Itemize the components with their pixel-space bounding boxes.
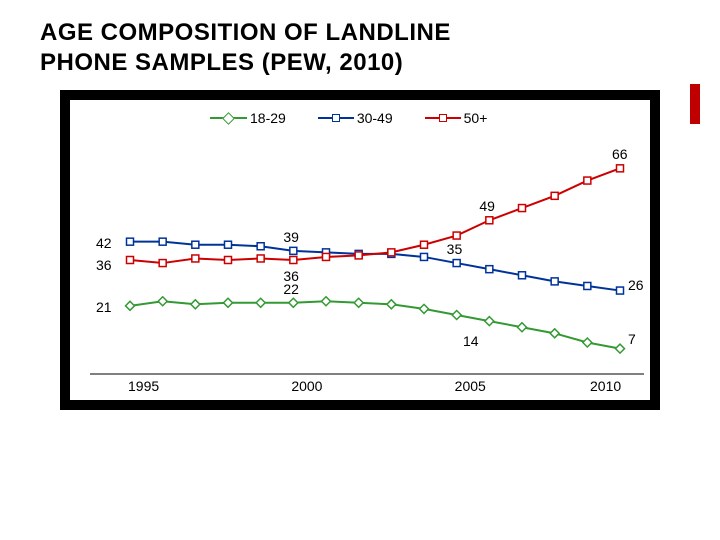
series-marker-30-49 — [584, 282, 591, 289]
legend-item: 30-49 — [318, 110, 393, 126]
data-label: 22 — [283, 281, 299, 297]
series-marker-18-29 — [322, 297, 331, 306]
legend-item: 18-29 — [210, 110, 286, 126]
series-marker-50+ — [617, 165, 624, 172]
series-marker-50+ — [225, 257, 232, 264]
slide: AGE COMPOSITION OF LANDLINE PHONE SAMPLE… — [0, 0, 720, 540]
series-marker-30-49 — [192, 241, 199, 248]
series-marker-30-49 — [225, 241, 232, 248]
title-line-1: AGE COMPOSITION OF LANDLINE — [40, 19, 451, 46]
series-marker-18-29 — [224, 298, 233, 307]
x-tick-label: 2000 — [291, 378, 322, 394]
accent-bar — [690, 84, 700, 124]
series-marker-18-29 — [387, 300, 396, 309]
series-marker-30-49 — [486, 266, 493, 273]
series-marker-18-29 — [550, 329, 559, 338]
data-label: 66 — [612, 146, 628, 162]
data-label: 36 — [96, 257, 112, 273]
legend-marker-icon — [425, 114, 461, 122]
x-tick-label: 1995 — [128, 378, 159, 394]
data-label: 14 — [463, 333, 479, 349]
series-marker-18-29 — [354, 298, 363, 307]
data-label: 26 — [628, 277, 644, 293]
slide-title: AGE COMPOSITION OF LANDLINE PHONE SAMPLE… — [40, 18, 680, 78]
data-label: 35 — [447, 241, 463, 257]
legend-marker-icon — [318, 114, 354, 122]
series-marker-50+ — [290, 257, 297, 264]
series-marker-30-49 — [519, 272, 526, 279]
line-chart: 1995200020052010423621393622493514662671… — [70, 100, 650, 400]
series-line-30-49 — [130, 242, 620, 291]
series-marker-50+ — [421, 241, 428, 248]
series-marker-50+ — [519, 205, 526, 212]
series-marker-50+ — [355, 252, 362, 259]
title-line-2: PHONE SAMPLES (PEW, 2010) — [40, 49, 403, 76]
chart-svg — [70, 100, 650, 400]
series-marker-50+ — [551, 192, 558, 199]
chart-legend: 18-29 30-49 50+ — [210, 110, 487, 126]
series-marker-18-29 — [452, 311, 461, 320]
series-marker-18-29 — [191, 300, 200, 309]
legend-marker-icon — [210, 114, 247, 123]
series-marker-18-29 — [289, 298, 298, 307]
data-label: 42 — [96, 235, 112, 251]
x-tick-label: 2005 — [455, 378, 486, 394]
series-marker-50+ — [323, 253, 330, 260]
series-marker-18-29 — [126, 301, 135, 310]
series-marker-50+ — [486, 217, 493, 224]
legend-label: 18-29 — [250, 110, 286, 126]
data-label: 7 — [628, 331, 636, 347]
data-label: 49 — [479, 198, 495, 214]
legend-label: 30-49 — [357, 110, 393, 126]
series-marker-18-29 — [518, 323, 527, 332]
series-marker-50+ — [159, 260, 166, 267]
series-marker-18-29 — [583, 338, 592, 347]
series-marker-50+ — [388, 249, 395, 256]
series-marker-30-49 — [617, 287, 624, 294]
series-marker-50+ — [453, 232, 460, 239]
series-marker-50+ — [584, 177, 591, 184]
series-marker-30-49 — [257, 243, 264, 250]
series-marker-18-29 — [616, 344, 625, 353]
series-marker-18-29 — [485, 317, 494, 326]
series-marker-18-29 — [256, 298, 265, 307]
series-marker-18-29 — [158, 297, 167, 306]
series-marker-30-49 — [290, 247, 297, 254]
data-label: 21 — [96, 299, 112, 315]
series-marker-30-49 — [159, 238, 166, 245]
series-marker-18-29 — [420, 304, 429, 313]
series-marker-50+ — [257, 255, 264, 262]
data-label: 39 — [283, 229, 299, 245]
series-marker-30-49 — [421, 253, 428, 260]
series-marker-30-49 — [453, 260, 460, 267]
legend-label: 50+ — [464, 110, 488, 126]
series-marker-50+ — [127, 257, 134, 264]
series-marker-30-49 — [551, 278, 558, 285]
series-marker-30-49 — [127, 238, 134, 245]
series-marker-50+ — [192, 255, 199, 262]
series-line-50+ — [130, 168, 620, 263]
series-line-18-29 — [130, 301, 620, 348]
legend-item: 50+ — [425, 110, 488, 126]
x-tick-label: 2010 — [590, 378, 621, 394]
